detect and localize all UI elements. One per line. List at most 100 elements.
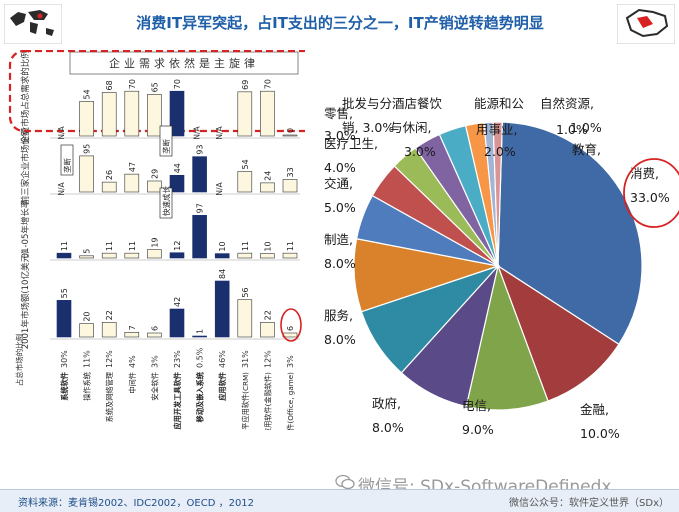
pie-label: 与休闲,	[390, 120, 431, 135]
bar-value: 95	[83, 144, 92, 154]
bar	[260, 322, 275, 338]
callout: 快速成长	[159, 186, 173, 219]
na-label: N/A	[57, 126, 66, 140]
pie-label: 4.0%	[324, 160, 356, 175]
category-label: 消费类软件(Office, game)	[286, 372, 295, 430]
bar-value: 19	[150, 237, 159, 247]
category-label: 系统及网络管理	[105, 372, 114, 422]
bar-value: 70	[128, 79, 137, 89]
bar-value: 5	[83, 249, 92, 254]
bar-value: 84	[218, 269, 227, 279]
bar	[282, 134, 298, 137]
share-label: 23%	[173, 350, 182, 368]
bar-value: 26	[105, 170, 114, 180]
bar	[282, 332, 298, 338]
pie-slice	[465, 263, 549, 411]
pie-label: 用事业,	[476, 122, 517, 137]
callout: 垄断	[159, 125, 173, 157]
bar-value: 24	[263, 171, 272, 181]
pie-label: 8.0%	[372, 420, 404, 435]
bar	[147, 249, 162, 259]
panel-label: 2001年市场额(10亿美元)	[20, 251, 31, 350]
source-bar: 资料来源：麦肯锡2002、IDC2002，OECD ，2012 微信公众号：软件…	[0, 489, 679, 512]
pie-label: 消费,	[630, 166, 659, 181]
page-title: 消费IT异军突起，占IT支出的三分之一，IT产销逆转趋势明显	[136, 14, 544, 32]
wechat-icon	[335, 474, 355, 490]
bar	[56, 252, 72, 259]
bar-value: 11	[241, 241, 250, 251]
bar	[237, 91, 253, 137]
bar-value: 11	[128, 241, 137, 251]
pie-label: 能源和公	[474, 96, 525, 111]
bar-value: 11	[60, 241, 69, 251]
svg-text:企业需求依然是主旋律: 企业需求依然是主旋律	[109, 56, 259, 70]
category-label: 操作系统	[83, 372, 92, 401]
bar	[147, 180, 162, 193]
bar-value: 6	[150, 326, 159, 331]
pie-label: 3.0%	[404, 144, 436, 159]
bar	[56, 300, 72, 338]
pie-label: 1.0%	[556, 122, 588, 137]
bar	[79, 155, 94, 193]
bar-value: 12	[173, 241, 182, 251]
bar-value: 68	[105, 80, 114, 90]
share-label: 46%	[218, 350, 227, 368]
na-label: N/A	[57, 182, 66, 196]
pie-label: 电信,	[462, 398, 491, 413]
bar	[124, 90, 140, 137]
bar	[282, 252, 298, 259]
bar-value: 0	[286, 128, 295, 133]
bar	[260, 253, 275, 259]
bar-value: 1	[196, 329, 205, 334]
bar-value: 47	[128, 162, 137, 172]
pie-label: 10.0%	[580, 426, 620, 440]
category-label: 垂直应用软件(金融软件)	[263, 372, 272, 430]
category-label: 安全软件	[150, 372, 159, 401]
bar	[101, 92, 117, 137]
bar-value: 7	[128, 325, 137, 330]
panel-label: 01-05年增长率	[20, 199, 31, 258]
bar-value: 93	[196, 144, 205, 154]
bar	[192, 215, 207, 259]
bar-value: 44	[173, 163, 182, 173]
highlight-circle	[623, 158, 679, 228]
pie-label: 8.0%	[324, 256, 356, 271]
bar	[282, 179, 298, 193]
bar	[147, 332, 162, 338]
callout: 垄断	[60, 144, 74, 176]
bar	[124, 252, 140, 259]
left-table-chart: 企业市场占总需求的比例前三家企业市场份额01-05年增长率2001年市场额(10…	[8, 50, 305, 430]
bar-value: 54	[83, 89, 92, 99]
pie-label: 8.0%	[324, 332, 356, 347]
na-label: N/A	[193, 126, 202, 140]
category-label: 水平应用软件(CRM)	[241, 372, 250, 430]
bar	[192, 335, 207, 338]
pie-label: 销, 3.0%	[342, 120, 394, 135]
share-label: 3%	[150, 355, 159, 368]
pie-label: 33.0%	[630, 190, 670, 205]
bar-value: 10	[218, 241, 227, 251]
pie-label: 9.0%	[462, 422, 494, 437]
bar	[169, 90, 185, 137]
bar	[101, 322, 117, 338]
bar	[124, 332, 140, 338]
pie-label: 制造,	[324, 232, 353, 247]
bar	[79, 101, 94, 137]
bar-value: 65	[150, 82, 159, 92]
highlight-circle	[280, 308, 302, 342]
pie-label: 批发与分酒店餐饮	[342, 96, 443, 111]
pie-label: 2.0%	[484, 144, 516, 159]
bar	[214, 280, 230, 338]
pie-slice	[492, 121, 503, 267]
watermark-small: 微信公众号：软件定义世界（SDx）	[509, 498, 669, 509]
category-label: 应用软件	[218, 372, 227, 401]
bar-value: 97	[196, 203, 205, 213]
bar-value: 22	[263, 310, 272, 320]
category-label: 应用开发工具软件	[173, 372, 182, 430]
pie-label: 服务,	[324, 308, 353, 323]
bar	[101, 252, 117, 259]
bar	[124, 173, 140, 193]
share-label: 12%	[263, 350, 272, 368]
share-label: 4%	[128, 355, 137, 368]
